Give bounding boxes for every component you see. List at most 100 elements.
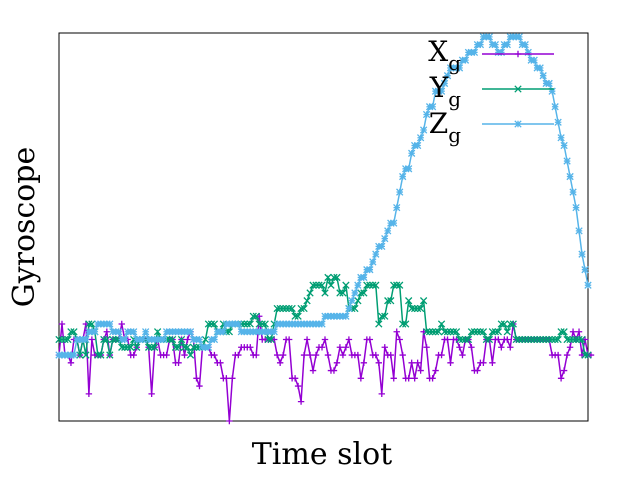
series-z-point: [422, 110, 431, 119]
series-x-point: [399, 351, 406, 359]
series-y-point: [106, 351, 114, 359]
series-y-point: [180, 343, 189, 351]
series-z-point: [455, 64, 464, 72]
series-y-point: [94, 351, 102, 359]
series-y-point: [494, 328, 502, 336]
series-y-point: [133, 343, 141, 351]
series-y-point: [410, 304, 419, 313]
series-y-point: [103, 335, 111, 344]
series-x-point: [345, 336, 353, 343]
series-x-point: [554, 351, 562, 359]
series-y-point: [387, 297, 395, 305]
series-y-point: [473, 328, 482, 336]
series-z-point: [470, 48, 479, 57]
series-y-point: [276, 304, 284, 313]
series-y-point: [488, 328, 497, 336]
series-y-line: [59, 274, 588, 358]
legend-label-y-base: Y: [429, 71, 449, 104]
series-y-point: [255, 320, 263, 328]
series-y-point: [294, 312, 302, 320]
series-z-point: [536, 64, 544, 72]
legend-sample-x: [482, 50, 554, 58]
series-z-point: [351, 289, 359, 297]
series-y-point: [449, 328, 458, 336]
series-y-point: [76, 351, 84, 359]
series-y-point: [566, 335, 574, 344]
series-x-point: [354, 351, 362, 359]
series-x-point: [575, 328, 583, 335]
series-y-point: [419, 297, 428, 305]
series-y-point: [64, 335, 72, 344]
series-x-point: [130, 351, 137, 359]
series-x-point: [223, 375, 230, 382]
series-z-point: [115, 328, 123, 336]
legend: Xg Yg Zg: [428, 35, 554, 147]
legend-label-z-sub: g: [448, 123, 461, 147]
series-x-point: [560, 367, 568, 374]
series-z: [55, 33, 592, 359]
series-y-point: [55, 335, 63, 344]
series-y-point: [121, 343, 129, 351]
series-x-point: [444, 336, 451, 343]
series-z-point: [342, 312, 350, 320]
legend-label-x: Xg: [428, 35, 461, 75]
series-z-point: [82, 335, 90, 344]
series-x-point: [330, 367, 338, 374]
series-x-point: [381, 344, 388, 351]
series-y-point: [485, 335, 494, 344]
series-x-point: [324, 351, 332, 359]
series-x-point: [495, 336, 502, 343]
series-y-point: [402, 320, 410, 328]
series-y-point: [369, 281, 377, 289]
series-z-point: [186, 328, 195, 336]
series-y-point: [563, 335, 571, 344]
series-x-point: [474, 367, 481, 374]
series-y-point: [434, 328, 443, 336]
series-z-point: [575, 227, 583, 235]
legend-sample-z-marker: [514, 120, 522, 128]
legend-item-z: Zg: [429, 107, 554, 147]
series-x-point: [297, 398, 305, 405]
series-y-point: [324, 273, 332, 282]
series-x-point: [432, 367, 439, 374]
series-y-point: [321, 289, 329, 297]
series-x-point: [181, 351, 188, 359]
series-z-point: [440, 79, 449, 88]
legend-label-y-sub: g: [448, 87, 461, 111]
series-x-point: [569, 328, 577, 335]
series-layer: [55, 33, 595, 425]
series-y-point: [309, 281, 317, 289]
series-x-point: [405, 375, 412, 382]
series-y-point: [422, 328, 431, 336]
series-y-point: [554, 335, 562, 344]
series-y-point: [285, 304, 293, 313]
series-x-point: [303, 336, 311, 343]
series-z-point: [419, 126, 428, 134]
series-y-point: [381, 312, 389, 320]
series-z-point: [390, 219, 398, 227]
series-z-point: [384, 227, 392, 235]
series-y-point: [530, 335, 538, 344]
series-y-point: [327, 281, 335, 289]
series-y-point: [288, 304, 296, 313]
series-x-point: [294, 382, 302, 390]
series-x-point: [375, 359, 382, 366]
series-x-point: [342, 344, 350, 351]
series-z-point: [121, 335, 129, 344]
series-x-point: [357, 375, 365, 382]
series-y-point: [201, 335, 210, 344]
series-y-point: [476, 328, 485, 336]
series-y-point: [482, 335, 491, 344]
series-x-point: [563, 351, 571, 359]
series-x-point: [429, 375, 436, 382]
series-x-point: [566, 344, 574, 351]
series-y-point: [306, 289, 314, 297]
series-z-point: [503, 40, 511, 49]
x-axis-label: Time slot: [252, 437, 392, 472]
series-x-point: [498, 344, 505, 351]
series-x-point: [489, 359, 496, 366]
series-y-point: [186, 351, 195, 359]
series-x-point: [58, 320, 66, 328]
series-z-point: [142, 328, 150, 336]
series-z-point: [581, 266, 589, 274]
